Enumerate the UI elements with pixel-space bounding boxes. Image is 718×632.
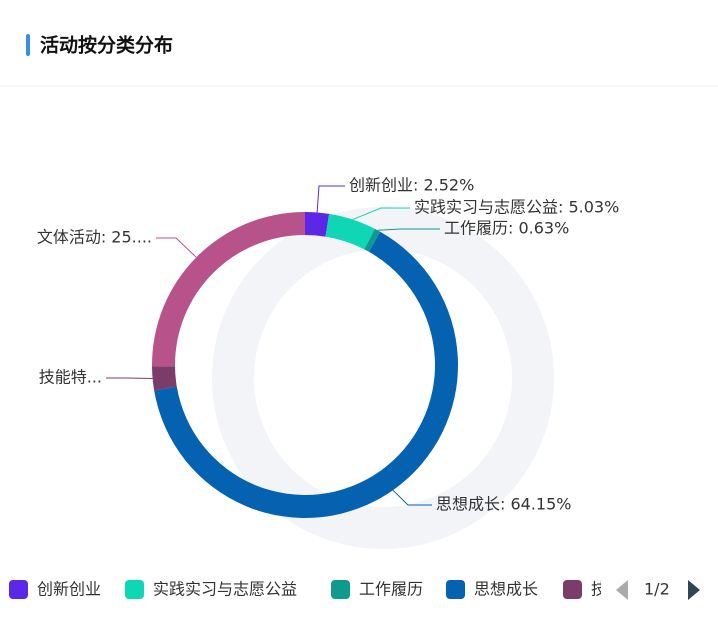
leader-line <box>352 207 410 221</box>
slice-label: 思想成长: 64.15% <box>436 495 572 514</box>
slice <box>305 212 330 237</box>
legend-swatch <box>331 580 350 599</box>
title-bar <box>26 34 30 56</box>
legend-label: 技 <box>591 580 607 599</box>
legend-page: 1/2 <box>644 580 670 599</box>
slice <box>364 228 381 252</box>
slice <box>152 212 305 367</box>
card-title: 活动按分类分布 <box>40 34 173 57</box>
slice-label: 创新创业: 2.52% <box>349 176 474 195</box>
leader-line <box>316 185 345 213</box>
slice-label: 实践实习与志愿公益: 5.03% <box>414 198 619 217</box>
legend-swatch <box>9 580 28 599</box>
pie: 创新创业: 2.52% 实践实习与志愿公益: 5.03% 工作履历: 0.63% 思想… <box>37 176 619 518</box>
legend: 创新创业 实践实习与志愿公益 工作履历 思想成长 技 <box>9 580 607 599</box>
leader-line <box>377 228 440 231</box>
legend-label: 实践实习与志愿公益 <box>153 580 297 599</box>
slice-label: 工作履历: 0.63% <box>444 219 569 238</box>
slice-label: 技能特... <box>39 368 102 387</box>
prev-page[interactable] <box>616 580 628 600</box>
legend-label: 工作履历 <box>359 580 423 599</box>
slice-label: 文体活动: 25.... <box>37 228 152 247</box>
leader-line <box>392 489 432 506</box>
leader-line <box>106 377 153 380</box>
legend-swatch <box>446 580 465 599</box>
legend-swatch <box>125 580 144 599</box>
legend-label: 创新创业 <box>37 580 101 599</box>
legend-swatch <box>563 580 582 599</box>
next-page[interactable] <box>688 580 700 600</box>
legend-label: 思想成长 <box>474 580 538 599</box>
slice <box>152 366 177 391</box>
leader-line <box>156 237 197 258</box>
decor-ring <box>212 207 554 549</box>
slice <box>325 213 375 250</box>
